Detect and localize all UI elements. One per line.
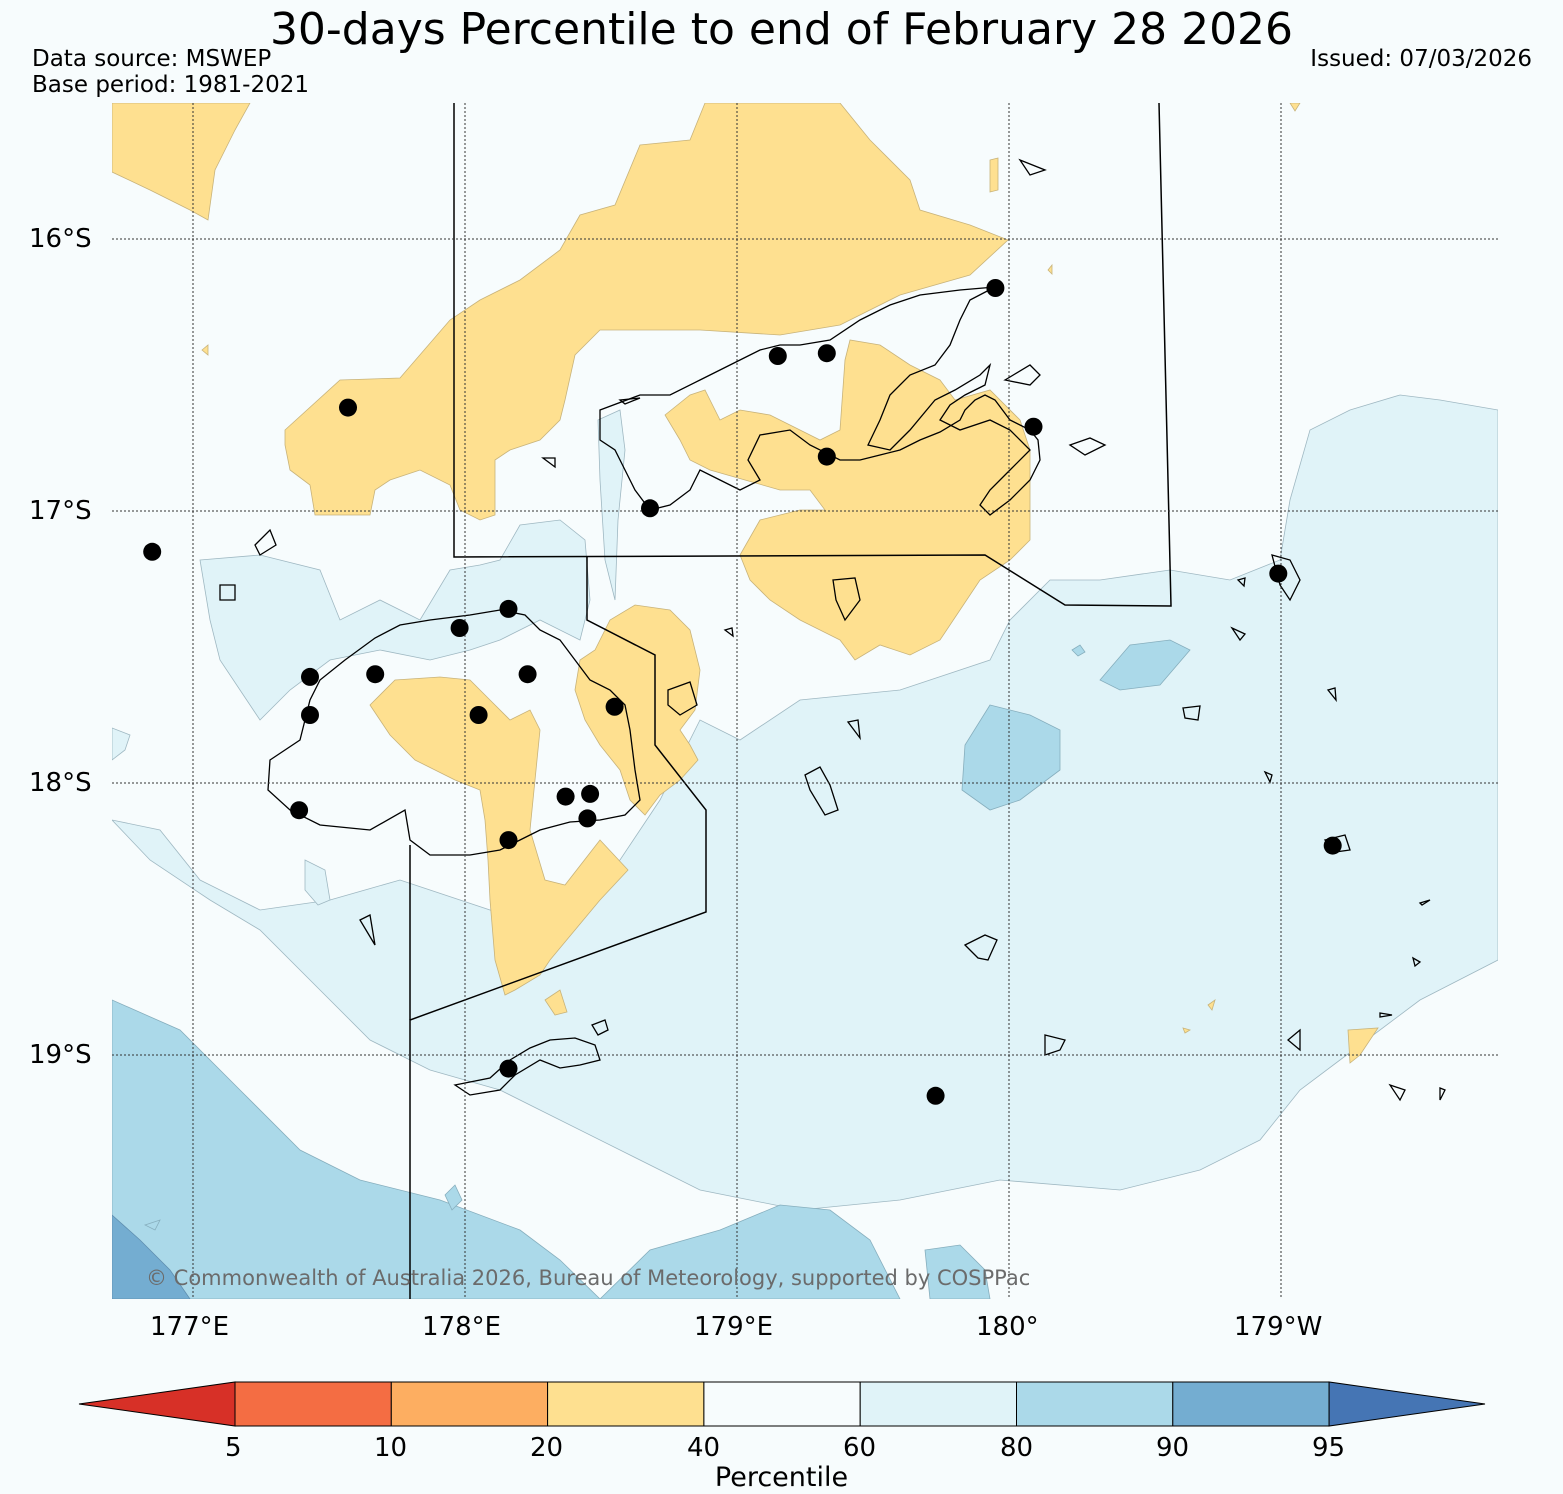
station-marker — [817, 344, 836, 363]
band-90-95 — [112, 1214, 191, 1299]
station-marker — [366, 665, 385, 684]
colorbar-segment — [234, 1381, 392, 1427]
boundary-lines — [409, 103, 1172, 1299]
station-markers — [143, 279, 1342, 1105]
colorbar-label: Percentile — [714, 1462, 849, 1493]
colorbar-tick-80: 80 — [1000, 1433, 1034, 1463]
colorbar — [78, 1381, 1486, 1427]
gridlines — [112, 103, 1498, 1299]
colorbar-tick-20: 20 — [530, 1433, 564, 1463]
lon-label-180: 180° — [976, 1312, 1039, 1342]
station-marker — [1323, 836, 1342, 855]
colorbar-tick-60: 60 — [843, 1433, 877, 1463]
station-marker — [768, 347, 787, 365]
station-marker — [1269, 564, 1288, 583]
colorbar-segment — [1172, 1381, 1330, 1427]
station-marker — [499, 1059, 518, 1078]
station-marker — [469, 706, 488, 724]
colorbar-extend-high — [1328, 1381, 1486, 1427]
station-marker — [926, 1086, 945, 1105]
station-marker — [986, 279, 1005, 297]
lon-label-178e: 178°E — [422, 1312, 502, 1342]
station-marker — [578, 809, 597, 828]
colorbar-segment — [390, 1381, 549, 1427]
station-marker — [581, 784, 600, 803]
colorbar-segment — [859, 1381, 1018, 1427]
band-60-80 — [112, 394, 1498, 1211]
colorbar-tick-5: 5 — [225, 1433, 242, 1463]
station-marker — [339, 398, 357, 417]
colorbar-tick-95: 95 — [1312, 1433, 1346, 1463]
copyright-notice: © Commonwealth of Australia 2026, Bureau… — [146, 1266, 1031, 1290]
colorbar-segment — [547, 1381, 705, 1427]
station-marker — [290, 801, 309, 820]
colorbar-extend-low — [78, 1381, 236, 1427]
map-title: 30-days Percentile to end of February 28… — [269, 4, 1294, 55]
station-marker — [499, 599, 518, 618]
station-marker — [499, 831, 518, 850]
data-source-label: Data source: MSWEP — [32, 46, 272, 72]
station-marker — [143, 542, 162, 561]
issued-date-label: Issued: 07/03/2026 — [1310, 46, 1532, 72]
colorbar-tick-90: 90 — [1156, 1433, 1190, 1463]
lat-label-17s: 17°S — [29, 496, 92, 526]
base-period-label: Base period: 1981-2021 — [32, 72, 310, 98]
colorbar-segment — [1016, 1381, 1174, 1427]
station-marker — [450, 619, 469, 637]
lat-label-16s: 16°S — [29, 224, 92, 254]
station-marker — [1024, 417, 1043, 436]
band-80-90 — [112, 639, 1191, 1299]
map-plot-area — [112, 103, 1498, 1299]
lon-label-177e: 177°E — [150, 1312, 230, 1342]
station-marker — [518, 665, 537, 684]
lat-label-18s: 18°S — [29, 768, 92, 798]
station-marker — [301, 706, 319, 724]
lon-label-179w: 179°W — [1234, 1312, 1323, 1342]
station-marker — [817, 447, 836, 466]
lat-label-19s: 19°S — [29, 1040, 92, 1070]
lon-label-179e: 179°E — [694, 1312, 774, 1342]
station-marker — [556, 787, 575, 806]
colorbar-segment — [703, 1381, 861, 1427]
station-marker — [301, 667, 319, 686]
station-marker — [641, 499, 659, 518]
station-marker — [605, 697, 624, 716]
colorbar-tick-10: 10 — [374, 1433, 408, 1463]
colorbar-tick-40: 40 — [687, 1433, 721, 1463]
